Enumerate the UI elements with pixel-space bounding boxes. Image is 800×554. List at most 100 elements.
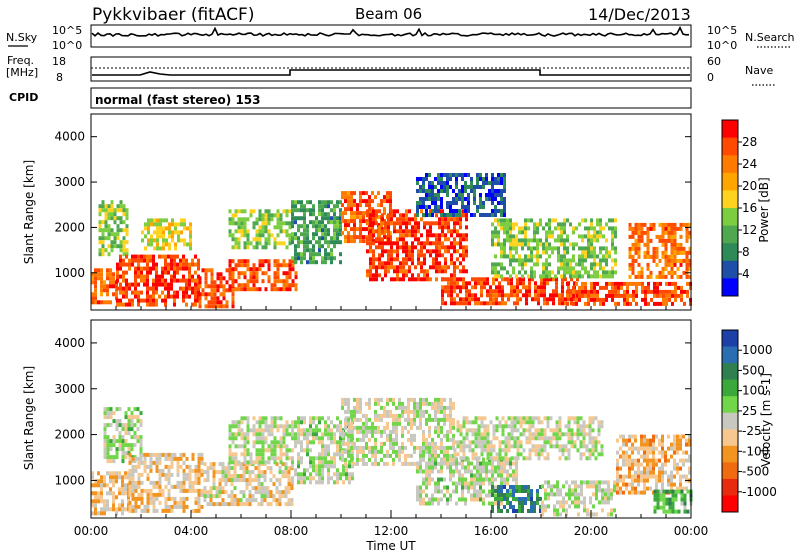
power-cell-7 [300, 204, 303, 209]
power-cell-7 [333, 256, 336, 261]
power-cell-5 [291, 279, 295, 284]
power-cell-2 [152, 286, 155, 291]
velocity-cell-4 [276, 440, 280, 445]
velocity-cell-3 [230, 502, 234, 507]
velocity-cell-9 [552, 428, 556, 433]
velocity-cell-4 [258, 440, 262, 445]
power-cell-8 [347, 239, 350, 244]
velocity-cell-5 [321, 468, 324, 473]
power-cell-6 [270, 217, 274, 222]
velocity-cell-2 [140, 460, 144, 465]
power-cell-12 [557, 238, 560, 243]
power-cell-3 [156, 218, 159, 223]
power-cell-0 [94, 296, 97, 301]
power-cell-2 [185, 290, 188, 295]
velocity-cell-3 [227, 466, 231, 471]
power-cell-11 [495, 297, 498, 302]
power-cell-9 [405, 217, 408, 222]
velocity-cell-6 [383, 461, 386, 466]
velocity-cell-5 [300, 476, 303, 481]
velocity-cell-7 [503, 477, 506, 482]
power-cell-12 [518, 258, 521, 263]
power-cell-9 [387, 233, 390, 238]
power-cell-11 [474, 285, 477, 290]
velocity-cell-9 [591, 420, 595, 425]
velocity-cell-5 [297, 428, 300, 433]
velocity-cell-9 [510, 424, 514, 429]
power-cell-11 [510, 285, 513, 290]
power-cell-7 [303, 204, 306, 209]
velocity-cell-1 [112, 439, 116, 444]
velocity-cell-10 [544, 496, 547, 501]
power-cell-11 [516, 289, 519, 294]
velocity-cell-2 [149, 452, 153, 457]
power-cell-12 [566, 250, 569, 255]
power-cell-11 [552, 277, 555, 282]
power-cell-5 [264, 259, 268, 264]
power-cell-14 [649, 226, 653, 231]
power-cell-13 [581, 289, 584, 294]
power-cell-13 [584, 293, 587, 298]
power-cell-12 [536, 254, 539, 259]
power-cell-8 [341, 203, 344, 208]
velocity-cell-6 [434, 401, 437, 406]
velocity-cell-6 [362, 449, 365, 454]
velocity-cell-5 [321, 448, 324, 453]
velocity-cell-7 [416, 497, 419, 502]
velocity-cell-4 [234, 460, 238, 465]
power-cell-8 [362, 227, 365, 232]
velocity-cell-7 [452, 489, 455, 494]
velocity-cell-9 [507, 436, 511, 441]
power-cell-14 [682, 250, 686, 255]
power-cell-6 [228, 233, 232, 238]
power-cell-6 [228, 221, 232, 226]
velocity-cell-10 [553, 512, 556, 517]
power-cell-9 [417, 225, 420, 230]
velocity-cell-2 [188, 480, 192, 485]
power-cell-13 [578, 293, 581, 298]
velocity-cell-6 [365, 441, 368, 446]
power-cell-12 [527, 246, 530, 251]
velocity-cell-3 [236, 498, 240, 503]
power-cell-11 [474, 297, 477, 302]
velocity-cell-10 [562, 496, 565, 501]
power-cell-2 [164, 262, 167, 267]
power-cell-9 [444, 265, 447, 270]
velocity-cell-9 [480, 452, 484, 457]
power-cell-11 [480, 301, 483, 306]
power-cell-8 [362, 199, 365, 204]
power-cell-10 [458, 213, 461, 217]
velocity-cell-3 [287, 470, 291, 475]
power-cell-3 [165, 218, 168, 223]
velocity-cell-0 [94, 495, 97, 500]
power-cell-11 [516, 277, 519, 282]
velocity-cell-3 [260, 486, 264, 491]
power-cell-12 [557, 222, 560, 227]
power-cell-10 [482, 201, 485, 205]
power-cell-9 [402, 221, 405, 226]
power-cell-14 [640, 222, 644, 227]
power-cell-2 [197, 258, 200, 263]
power-cell-10 [500, 173, 503, 177]
velocity-cell-6 [419, 413, 422, 418]
power-cell-12 [587, 226, 590, 231]
velocity-cell-4 [243, 416, 247, 421]
power-cell-1 [125, 216, 129, 221]
velocity-cell-6 [422, 445, 425, 450]
power-cell-5 [276, 271, 280, 276]
velocity-cell-2 [167, 492, 171, 497]
velocity-cell-7 [503, 465, 506, 470]
freq-trace [92, 69, 690, 76]
power-cell-2 [128, 262, 131, 267]
velocity-cell-7 [479, 481, 482, 486]
power-cell-2 [122, 270, 125, 275]
velocity-cell-7 [437, 489, 440, 494]
velocity-cell-2 [176, 484, 180, 489]
power-cell-11 [483, 277, 486, 282]
velocity-cell-1 [124, 451, 128, 456]
power-cell-9 [402, 245, 405, 250]
velocity-cell-4 [282, 436, 286, 441]
velocity-cell-9 [459, 428, 463, 433]
velocity-cell-9 [552, 432, 556, 437]
velocity-cell-6 [434, 445, 437, 450]
